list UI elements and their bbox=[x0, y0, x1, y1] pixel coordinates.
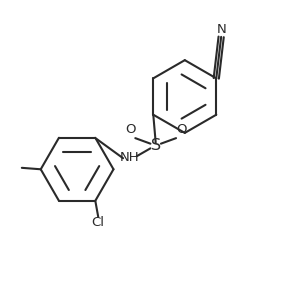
Text: Cl: Cl bbox=[92, 216, 105, 230]
Text: O: O bbox=[176, 124, 187, 136]
Text: NH: NH bbox=[120, 151, 139, 164]
Text: N: N bbox=[217, 23, 227, 36]
Text: O: O bbox=[125, 124, 135, 136]
Text: S: S bbox=[151, 138, 161, 154]
